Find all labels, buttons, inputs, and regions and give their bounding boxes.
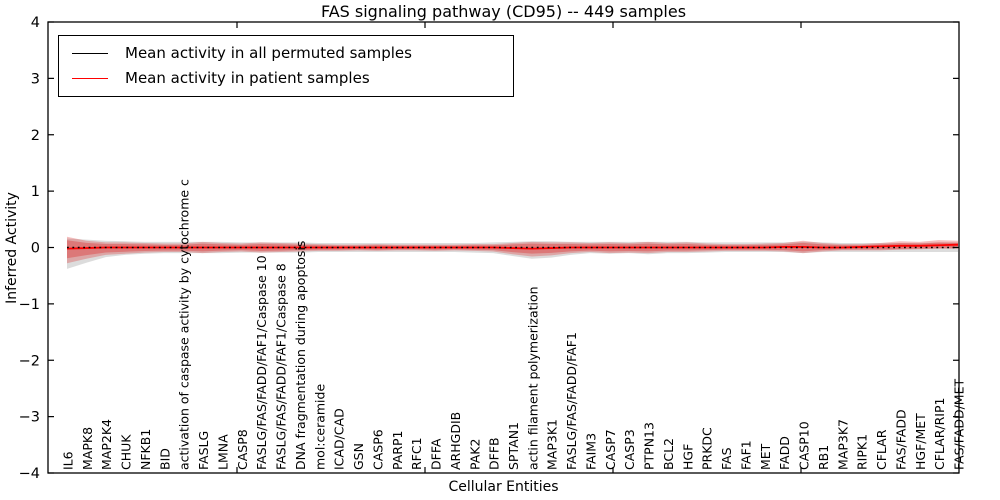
x-category-label: MAP3K7 <box>835 419 850 470</box>
x-category-label: MAP2K4 <box>99 419 114 470</box>
x-category-label: FAF1 <box>738 440 753 470</box>
x-axis-label: Cellular Entities <box>448 479 559 495</box>
patient-mean-line <box>66 243 959 250</box>
x-category-label: FAS/FADD/MET <box>952 379 967 470</box>
x-category-label: GSN <box>351 443 366 470</box>
x-category-label: CFLAR/RIP1 <box>932 398 947 470</box>
patient-std-band <box>67 236 958 264</box>
x-category-label: FAIM3 <box>583 433 598 470</box>
x-category-label: CFLAR <box>874 429 889 470</box>
x-category-label: DNA fragmentation during apoptosis <box>293 241 308 470</box>
x-category-label: FAS/FADD <box>893 409 908 470</box>
y-tick-label: −4 <box>19 466 40 482</box>
patient-std-band-core <box>67 240 958 259</box>
x-category-label: PTPN13 <box>642 422 657 470</box>
permuted-line-swatch <box>72 53 108 54</box>
legend-label-permuted: Mean activity in all permuted samples <box>125 44 412 62</box>
x-category-label: IL6 <box>61 451 76 470</box>
x-category-label: DFFB <box>487 437 502 470</box>
y-tick-label: −3 <box>19 410 40 426</box>
x-category-label: PAK2 <box>467 439 482 470</box>
x-category-label: CASP7 <box>603 429 618 470</box>
x-category-label: PARP1 <box>390 431 405 470</box>
x-category-label: CHUK <box>119 434 134 470</box>
y-tick-label: 0 <box>31 241 40 257</box>
legend-entry-permuted: Mean activity in all permuted samples <box>59 46 513 61</box>
x-category-label: BID <box>157 448 172 470</box>
chart-title: FAS signaling pathway (CD95) -- 449 samp… <box>320 2 687 21</box>
x-category-label: FAS <box>719 447 734 470</box>
y-tick-label: 4 <box>31 15 40 31</box>
x-category-label: actin filament polymerization <box>525 286 540 470</box>
x-category-label: MET <box>758 443 773 470</box>
x-category-label: FASLG <box>196 431 211 470</box>
x-category-label: CASP10 <box>797 421 812 470</box>
legend-entry-patient: Mean activity in patient samples <box>59 71 513 86</box>
y-tick-label: 1 <box>31 184 40 200</box>
x-category-label: MAPK8 <box>80 427 95 470</box>
x-category-label: SPTAN1 <box>506 422 521 470</box>
x-category-label: CASP6 <box>370 429 385 470</box>
x-category-label: CASP3 <box>622 429 637 470</box>
x-category-label: BCL2 <box>661 438 676 470</box>
y-tick-label: −1 <box>19 297 40 313</box>
x-category-label: RFC1 <box>409 437 424 470</box>
patient-line-swatch <box>72 78 108 79</box>
x-category-label: FASLG/FAS/FADD/FAF1/Caspase 8 <box>274 263 289 470</box>
x-category-label: RB1 <box>816 445 831 470</box>
y-tick-label: 3 <box>31 71 40 87</box>
x-category-label: FADD <box>777 436 792 470</box>
x-category-label: ARHGDIB <box>448 412 463 470</box>
x-category-label: FASLG/FAS/FADD/FAF1 <box>564 332 579 470</box>
legend-label-patient: Mean activity in patient samples <box>125 69 370 87</box>
x-category-label: activation of caspase activity by cytoch… <box>177 179 192 470</box>
x-category-label: PRKDC <box>700 427 715 470</box>
x-category-label: HGF/MET <box>913 413 928 470</box>
x-category-label: LMNA <box>215 434 230 470</box>
x-category-label: FASLG/FAS/FADD/FAF1/Caspase 10 <box>254 255 269 470</box>
x-category-label: NFKB1 <box>138 429 153 470</box>
x-category-label: RIPK1 <box>855 434 870 470</box>
permuted-std-band <box>67 238 958 269</box>
x-category-label: DFFA <box>429 438 444 470</box>
x-category-label: CASP8 <box>235 429 250 470</box>
x-category-label: MAP3K1 <box>545 419 560 470</box>
x-category-label: ICAD/CAD <box>332 408 347 470</box>
x-category-label: mol:ceramide <box>312 384 327 470</box>
legend: Mean activity in all permuted samples Me… <box>58 35 514 97</box>
y-tick-label: −2 <box>19 353 40 369</box>
x-category-label: HGF <box>680 444 695 470</box>
y-tick-label: 2 <box>31 128 40 144</box>
